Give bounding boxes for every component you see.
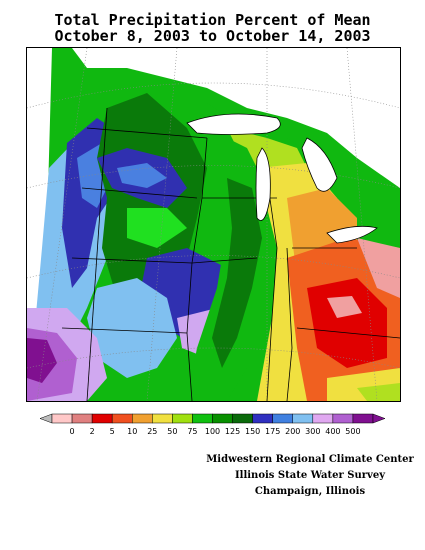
legend-label: 300	[305, 427, 320, 436]
legend-swatch	[132, 413, 153, 424]
legend-swatch	[312, 413, 334, 424]
legend-swatch	[192, 413, 213, 424]
legend-swatch	[51, 413, 73, 424]
precipitation-map	[26, 47, 401, 402]
legend-label: 75	[187, 427, 197, 436]
graticule	[27, 48, 400, 401]
legend-swatch	[352, 413, 374, 424]
legend-label: 0	[70, 427, 75, 436]
map-region-north-blank	[72, 48, 400, 188]
legend-label: 50	[167, 427, 177, 436]
great-lakes	[186, 113, 378, 244]
legend-swatch	[152, 413, 173, 424]
map-region-southeast-green	[357, 383, 400, 401]
legend-label: 10	[127, 427, 137, 436]
map-title-line1: Total Precipitation Percent of Mean	[54, 11, 371, 29]
credit-line3: Champaign, Illinois	[254, 486, 366, 497]
map-region-mid-darkgreen	[212, 178, 262, 368]
map-region-east-pink	[327, 296, 362, 318]
legend-swatch	[292, 413, 314, 424]
legend-label: 400	[325, 427, 340, 436]
map-region-northeast-pink	[357, 238, 400, 298]
lake-erie	[326, 225, 378, 244]
legend-arrow-right	[372, 413, 386, 424]
legend-swatch	[71, 413, 93, 424]
legend-label: 125	[225, 427, 240, 436]
legend-swatch	[172, 413, 193, 424]
credit-line1: Midwestern Regional Climate Center	[206, 454, 414, 465]
legend-svg: 0 2 5 10 25 50 75 100 125 150 175 200 300 400 500	[39, 413, 386, 436]
legend-swatch	[232, 413, 253, 424]
legend-label: 25	[147, 427, 157, 436]
lake-superior	[186, 113, 281, 135]
legend-swatch	[272, 413, 293, 424]
legend-label: 2	[90, 427, 95, 436]
map-region-green-patch	[127, 208, 187, 248]
lake-huron	[301, 137, 338, 192]
legend-swatch	[212, 413, 233, 424]
legend-label: 175	[265, 427, 280, 436]
legend-swatch	[91, 413, 113, 424]
legend-label: 500	[345, 427, 360, 436]
legend-label: 100	[205, 427, 220, 436]
map-region-east-red	[307, 278, 387, 368]
legend-swatch	[332, 413, 354, 424]
map-title-line2: October 8, 2003 to October 14, 2003	[54, 27, 371, 45]
legend-label: 200	[285, 427, 300, 436]
legend: 0 2 5 10 25 50 75 100 125 150 175 200 300 400 500	[39, 412, 386, 442]
legend-label: 150	[245, 427, 260, 436]
legend-arrow-left	[39, 413, 53, 424]
legend-label: 5	[110, 427, 115, 436]
legend-swatch	[252, 413, 273, 424]
map-region-central-blue	[117, 163, 167, 188]
precipitation-map-svg	[27, 48, 400, 401]
lake-michigan	[255, 147, 271, 221]
map-region-southwest-deep-purple	[27, 338, 57, 383]
legend-swatch	[111, 413, 133, 424]
map-region-south-light-blue	[87, 278, 177, 378]
credit-line2: Illinois State Water Survey	[234, 470, 386, 481]
